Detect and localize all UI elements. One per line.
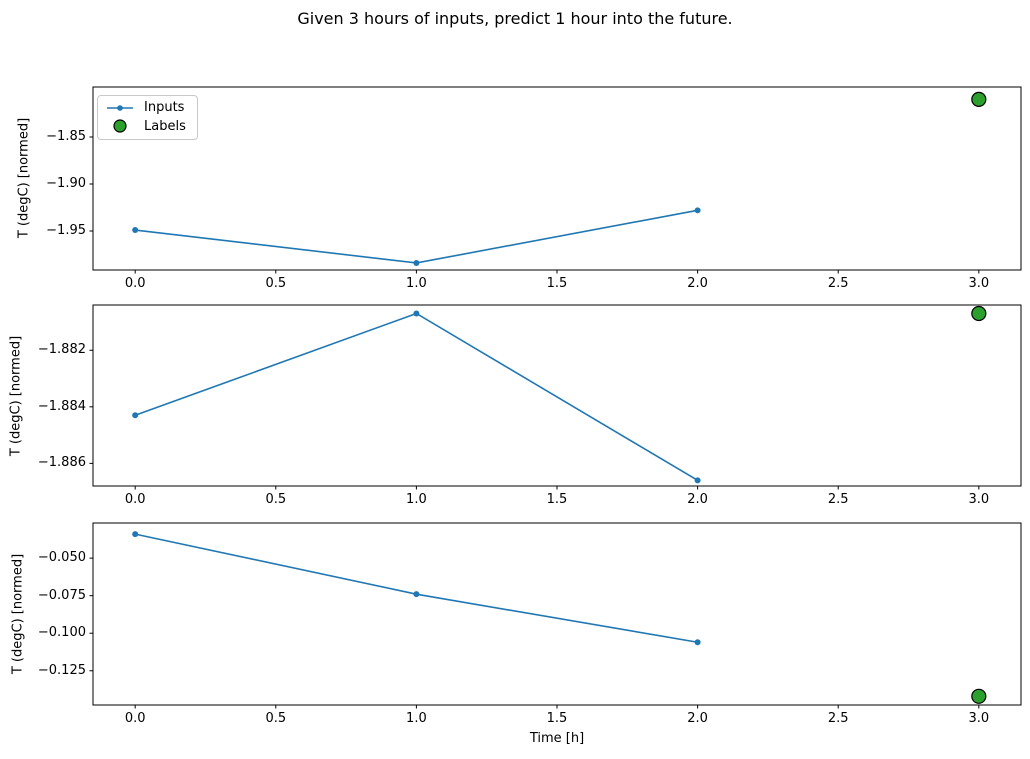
y-tick-label: −1.886 (37, 455, 86, 471)
x-tick-label: 3.0 (968, 711, 990, 726)
legend-label-labels: Labels (144, 118, 186, 134)
x-axis-label: Time [h] (529, 731, 585, 746)
y-tick-label: −0.050 (37, 550, 86, 566)
chart-title: Given 3 hours of inputs, predict 1 hour … (297, 9, 733, 28)
x-tick-label: 1.5 (546, 276, 568, 291)
axes-spines (92, 86, 1022, 271)
y-tick-label: −1.85 (46, 129, 86, 144)
x-tick-label: 1.0 (406, 711, 427, 726)
input-point (694, 207, 701, 214)
input-point (694, 477, 701, 484)
x-tick-label: 1.5 (546, 492, 568, 507)
x-tick-label: 1.0 (406, 276, 427, 291)
legend-label-inputs: Inputs (144, 100, 185, 115)
x-tick-label: 3.0 (968, 492, 990, 507)
input-point (413, 259, 420, 266)
axes-spines (92, 522, 1022, 706)
x-tick-label: 2.0 (687, 492, 708, 507)
x-tick-label: 0.0 (124, 492, 146, 507)
label-point (971, 91, 987, 108)
x-tick-label: 2.5 (827, 492, 849, 507)
subplot-1-axes (89, 86, 1022, 274)
inputs-line (135, 209, 698, 264)
x-tick-label: 0.5 (265, 276, 287, 291)
input-point (132, 531, 139, 538)
input-point (413, 310, 420, 317)
x-tick-label: 3.0 (968, 276, 990, 291)
x-tick-label: 2.5 (827, 711, 849, 726)
input-point (413, 591, 420, 598)
subplot-3-axes (89, 522, 1022, 709)
x-tick-label: 2.5 (827, 276, 849, 291)
y-axis-label-bottom: T (degC) [normed] (10, 553, 26, 675)
label-point (971, 688, 987, 704)
y-tick-label: −1.884 (37, 398, 86, 414)
y-tick-label: −0.100 (37, 625, 86, 641)
axes-spines (92, 304, 1022, 487)
x-tick-label: 0.5 (265, 711, 287, 726)
input-point (132, 412, 139, 419)
x-tick-label: 0.0 (124, 711, 146, 726)
inputs-line (134, 312, 699, 482)
inputs-line (135, 533, 698, 644)
x-tick-label: 2.0 (687, 711, 708, 726)
y-tick-label: −1.90 (46, 175, 86, 191)
x-tick-label: 1.5 (546, 711, 568, 726)
input-point (694, 639, 701, 646)
x-tick-label: 0.5 (265, 492, 287, 507)
input-point (132, 227, 139, 234)
x-tick-label: 0.0 (124, 276, 146, 291)
label-point (971, 305, 987, 322)
y-tick-label: −1.95 (46, 222, 86, 238)
x-tick-label: 1.0 (406, 492, 427, 507)
line-marker-icon (107, 104, 133, 111)
y-tick-label: −1.882 (37, 342, 86, 358)
legend: Inputs Labels (97, 95, 198, 140)
y-tick-label: −0.125 (37, 662, 86, 678)
y-tick-label: −0.075 (37, 587, 86, 603)
circle-marker-icon (113, 119, 127, 133)
legend-entry-labels: Labels (105, 118, 186, 134)
subplot-2-axes (89, 304, 1022, 490)
legend-entry-inputs: Inputs (105, 100, 184, 115)
x-tick-label: 2.0 (687, 276, 708, 291)
